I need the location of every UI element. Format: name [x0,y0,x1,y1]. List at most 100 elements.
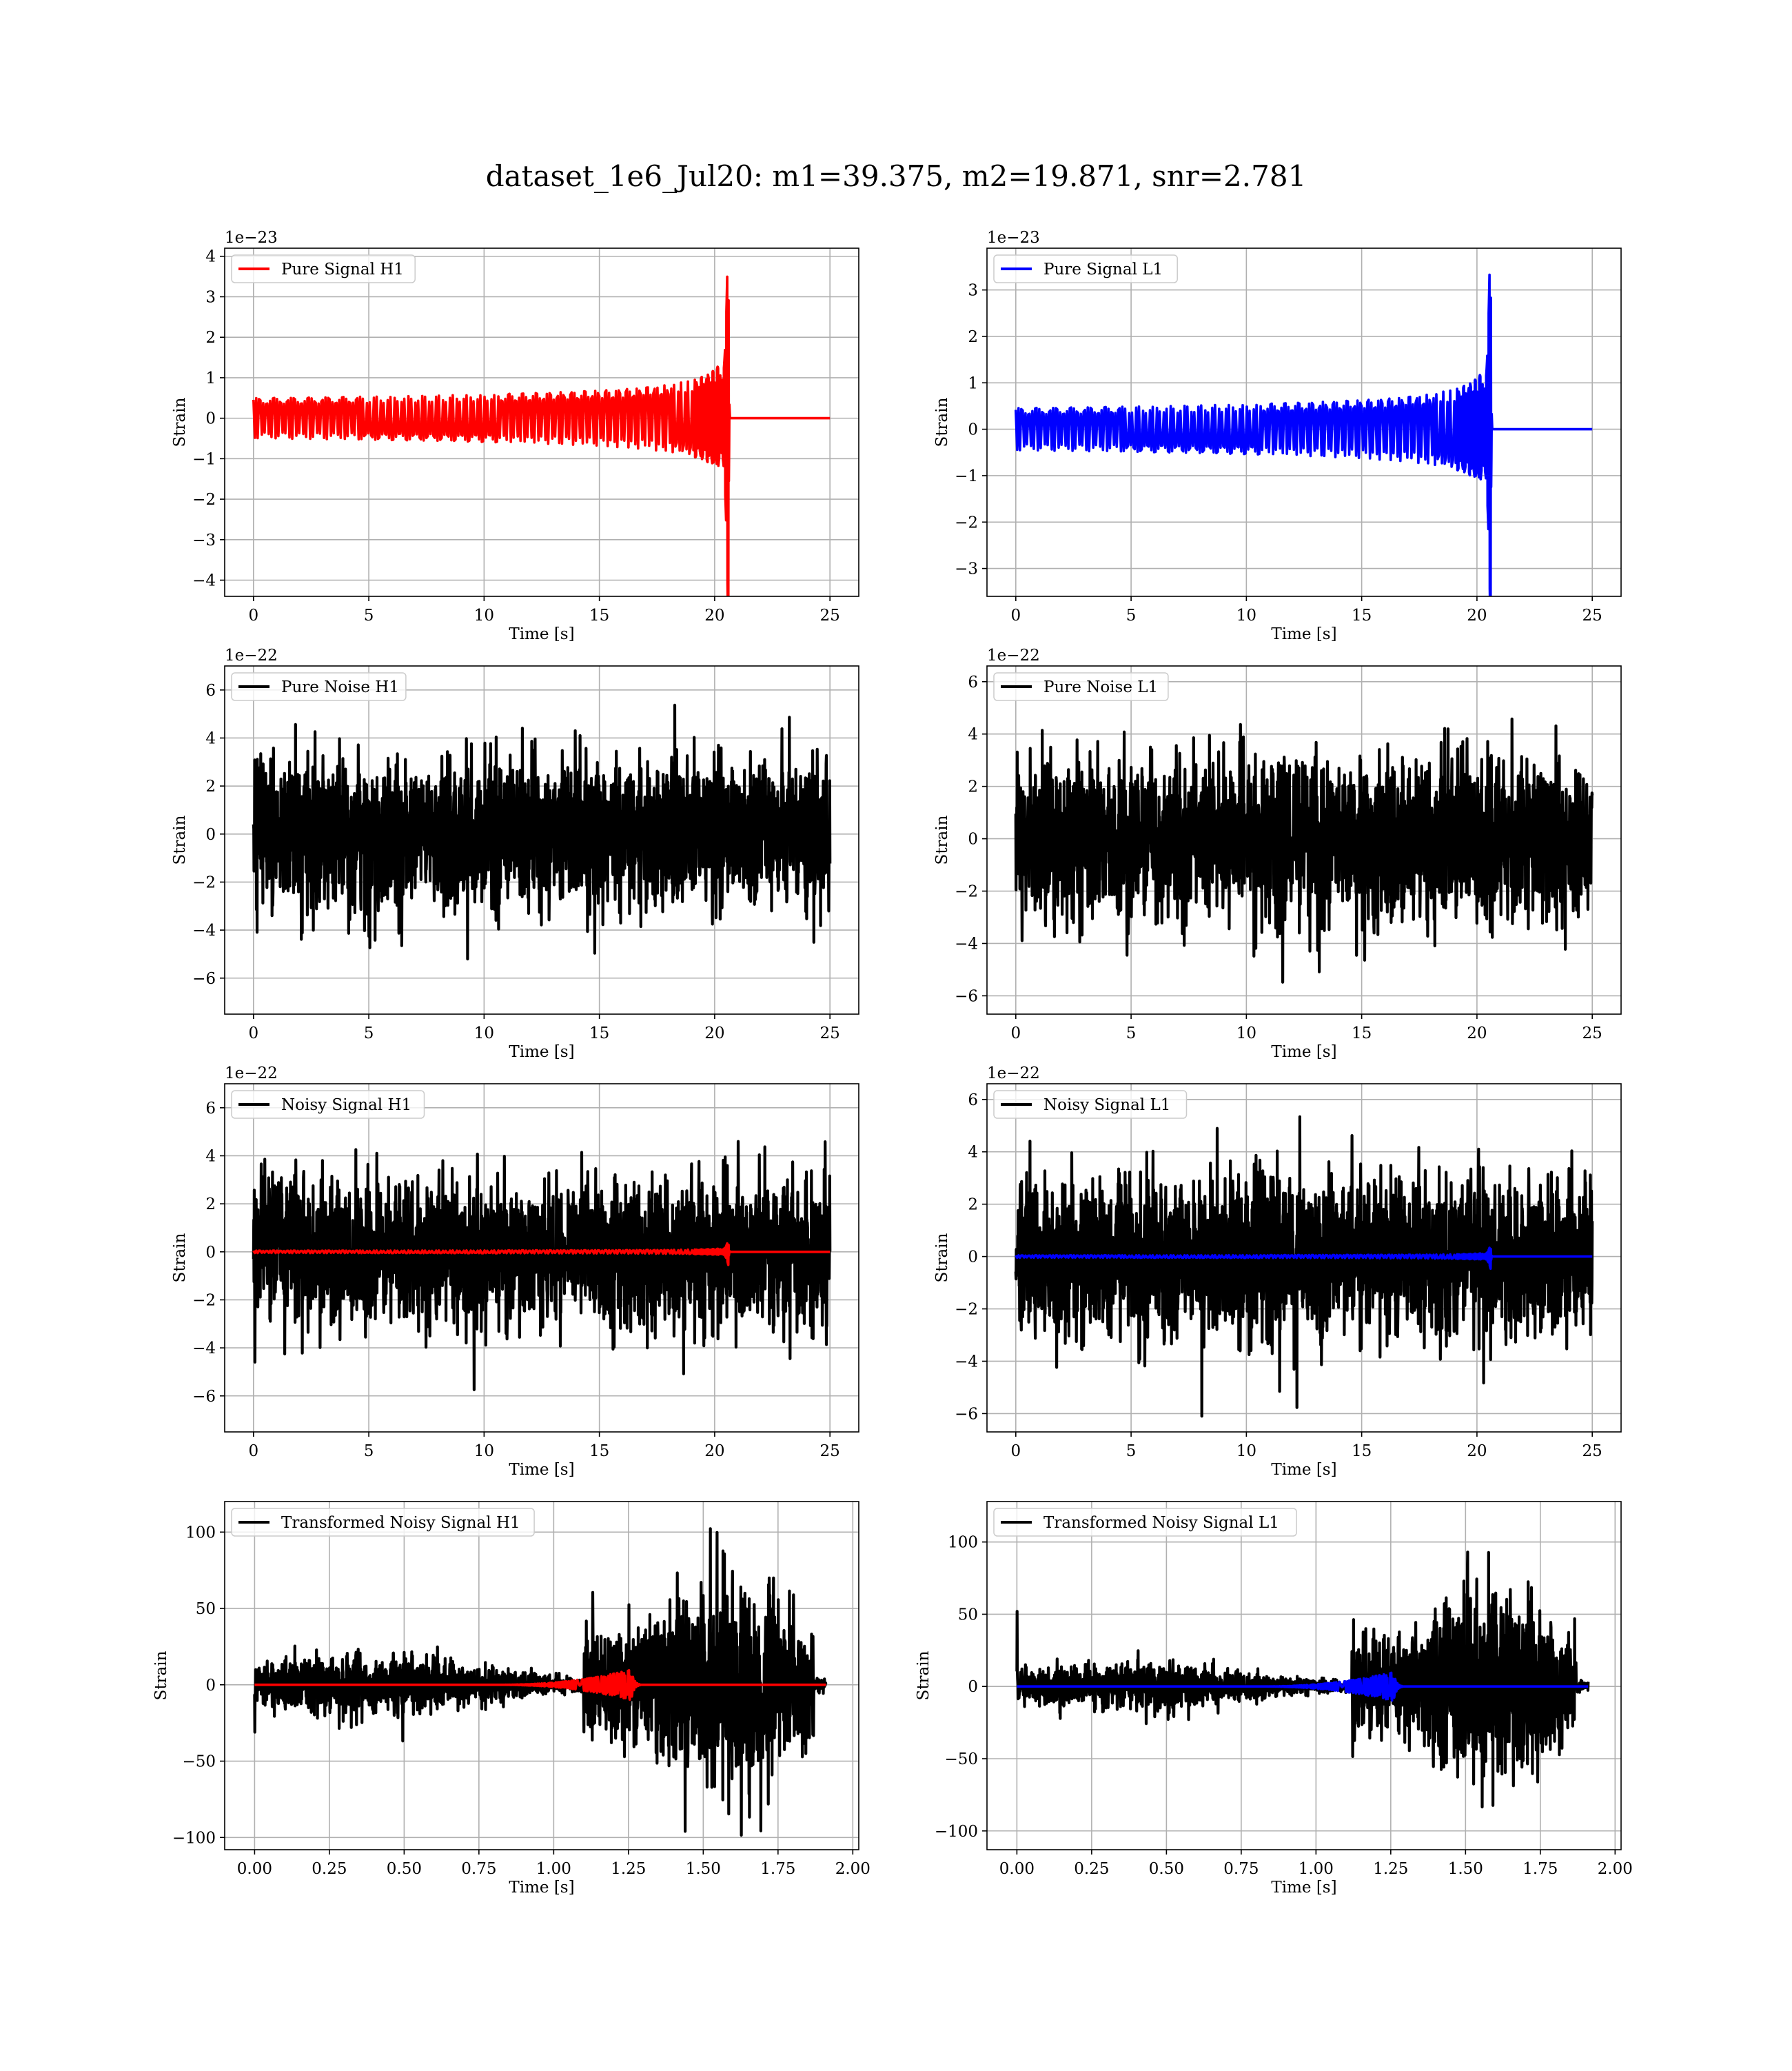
y-tick-label: 4 [205,1147,216,1165]
y-offset-label: 1e−22 [225,647,278,665]
series-line-transformed-noisy-signal-l1 [1015,1550,1590,1809]
y-tick-label: −6 [192,1388,216,1406]
x-axis-label: Time [s] [1271,1879,1336,1897]
x-tick-label: 5 [1126,1024,1137,1042]
y-axis-label: Strain [171,1233,189,1282]
x-tick-label: 25 [820,1024,840,1042]
x-tick-label: 0.50 [387,1860,422,1878]
y-tick-label: 2 [205,778,216,796]
x-tick-label: 0.00 [237,1860,272,1878]
y-offset-label: 1e−23 [987,229,1040,247]
legend-box [993,1508,1297,1537]
legend: Pure Noise L1 [993,672,1169,701]
y-tick-label: −50 [182,1753,216,1771]
axes-frame [986,247,1622,597]
x-axis-label: Time [s] [509,1043,574,1061]
y-tick-label: 6 [205,682,216,700]
x-tick-label: 10 [1236,1024,1256,1042]
x-tick-label: 15 [589,607,609,625]
y-tick-label: −50 [944,1750,978,1768]
legend-box [231,254,416,283]
x-tick-label: 15 [1352,1024,1372,1042]
y-tick-label: 4 [968,726,978,744]
x-tick-label: 20 [704,607,724,625]
legend: Transformed Noisy Signal H1 [231,1508,535,1537]
axes-frame [224,247,859,597]
x-tick-label: 2.00 [1598,1860,1633,1878]
x-axis-label: Time [s] [1271,625,1336,643]
x-tick-label: 1.00 [536,1860,571,1878]
legend: Pure Signal H1 [231,254,416,283]
x-axis-label: Time [s] [509,625,574,643]
figure-title: dataset_1e6_Jul20: m1=39.375, m2=19.871,… [486,159,1307,193]
series-line-signal-overlay [252,1242,831,1266]
x-tick-label: 5 [364,1442,374,1460]
legend-label: Pure Signal L1 [1043,261,1163,279]
x-tick-label: 25 [1582,1442,1602,1460]
axes-frame [224,665,859,1015]
y-tick-label: 2 [968,328,978,346]
panel-pure-noise-h1: 0 5 10 15 20 25 −6 −4 −2 0 2 4 6 Time [s] Strain 1e−22P… [171,647,859,1061]
y-offset-label: 1e−23 [225,229,278,247]
x-tick-label: 0 [1010,607,1021,625]
y-tick-label: 4 [205,248,216,266]
series-line-pure-signal-l1 [1015,273,1594,596]
x-axis-label: Time [s] [509,1461,574,1479]
y-axis-label: Strain [915,1650,933,1700]
x-tick-label: 1.75 [1523,1860,1558,1878]
y-tick-label: 50 [196,1600,216,1618]
y-tick-label: −3 [955,560,978,578]
y-tick-label: 0 [205,1677,216,1695]
y-tick-label: 6 [968,674,978,691]
y-tick-label: 2 [205,1195,216,1213]
x-tick-label: 0.00 [999,1860,1035,1878]
legend-box [231,1508,535,1537]
axes-frame [224,1501,859,1850]
legend-box [231,1090,425,1119]
y-tick-label: 2 [968,1196,978,1214]
legend-label: Transformed Noisy Signal H1 [281,1514,520,1532]
y-tick-label: 2 [968,778,978,796]
y-tick-label: −4 [955,1353,978,1371]
y-tick-label: 4 [205,729,216,747]
x-tick-label: 10 [1236,1442,1256,1460]
y-offset-label: 1e−22 [987,647,1040,665]
panel-noisy-signal-l1: 0 5 10 15 20 25 −6 −4 −2 0 2 4 6 Time [s] Strain 1e−22N… [933,1064,1622,1479]
y-tick-label: 100 [185,1524,216,1542]
x-tick-label: 0.25 [1074,1860,1109,1878]
x-tick-label: 20 [1467,607,1487,625]
axes-frame [986,665,1622,1015]
x-tick-label: 20 [704,1024,724,1042]
y-tick-label: 0 [968,831,978,849]
x-tick-label: 15 [589,1442,609,1460]
y-tick-label: −6 [955,987,978,1005]
y-axis-label: Strain [171,815,189,865]
legend: Transformed Noisy Signal L1 [993,1508,1297,1537]
y-tick-label: 6 [968,1091,978,1109]
panel-transformed-noisy-signal-h1: 0.00 0.25 0.50 0.75 1.00 1.25 1.50 1.75 2.00 −100… [152,1501,870,1897]
x-tick-label: 0.75 [1223,1860,1259,1878]
y-tick-label: −2 [192,491,216,509]
x-tick-label: 20 [1467,1024,1487,1042]
legend-label: Noisy Signal H1 [281,1096,411,1114]
x-axis-label: Time [s] [509,1879,574,1897]
y-axis-label: Strain [933,1233,951,1282]
y-tick-label: −4 [192,572,216,590]
legend: Noisy Signal L1 [993,1090,1188,1119]
x-tick-label: 0 [1010,1024,1021,1042]
x-tick-label: 0 [248,1442,258,1460]
legend: Pure Noise H1 [231,672,407,701]
y-tick-label: 1 [968,374,978,392]
y-tick-label: −2 [192,1291,216,1309]
y-offset-label: 1e−22 [225,1064,278,1082]
x-tick-label: 25 [820,607,840,625]
series-line-signal-overlay [1016,1671,1589,1702]
legend: Noisy Signal H1 [231,1090,425,1119]
x-tick-label: 25 [820,1442,840,1460]
y-tick-label: −4 [192,922,216,940]
panel-pure-noise-l1: 0 5 10 15 20 25 −6 −4 −2 0 2 4 6 Time [s] Strain 1e−22P… [933,647,1622,1061]
axes-frame [986,1501,1622,1850]
y-axis-label: Strain [171,397,189,447]
y-tick-label: 3 [968,282,978,300]
